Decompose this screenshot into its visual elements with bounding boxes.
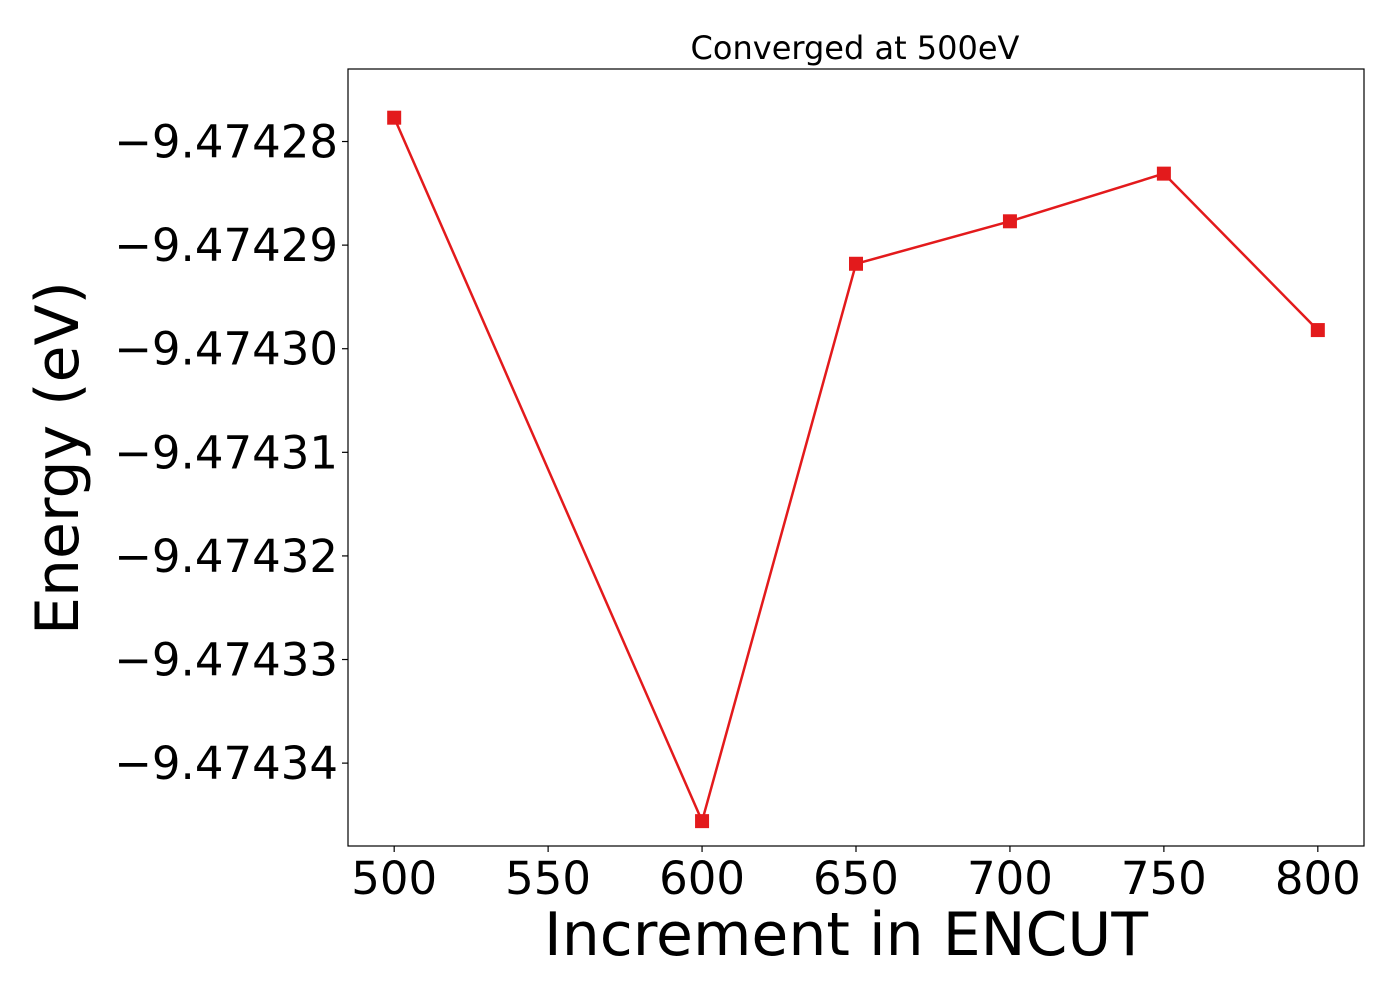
y-tick-label: −9.47428 xyxy=(114,116,338,169)
x-tick-label: 600 xyxy=(659,852,745,905)
y-tick-label: −9.47434 xyxy=(114,737,338,790)
x-tick-label: 500 xyxy=(351,852,437,905)
y-tick-label: −9.47431 xyxy=(114,426,338,479)
y-tick-label: −9.47430 xyxy=(114,323,338,376)
series-layer xyxy=(387,110,1325,829)
y-tick-label: −9.47429 xyxy=(114,219,338,272)
x-tick-label: 700 xyxy=(967,852,1053,905)
y-tick-label: −9.47433 xyxy=(114,634,338,687)
y-axis-label: Energy (eV) xyxy=(23,281,93,635)
x-axis: 500 550 600 650 700 750 800 xyxy=(351,846,1361,905)
plot-area-frame xyxy=(347,68,1365,847)
x-tick-label: 650 xyxy=(813,852,899,905)
data-point-marker xyxy=(1156,166,1171,181)
data-point-marker xyxy=(849,256,863,271)
data-point-marker xyxy=(1310,323,1325,338)
y-tick-label: −9.47432 xyxy=(114,530,338,583)
y-axis: −9.47428 −9.47429 −9.47430 −9.47431 −9.47432… xyxy=(114,116,348,790)
x-axis-label: Increment in ENCUT xyxy=(544,900,1148,970)
x-tick-label: 800 xyxy=(1275,852,1361,905)
x-tick-label: 550 xyxy=(505,852,591,905)
data-point-marker xyxy=(387,110,402,125)
data-point-marker xyxy=(695,814,710,829)
x-tick-label: 750 xyxy=(1121,852,1207,905)
data-point-marker xyxy=(1002,214,1017,229)
chart-title: Converged at 500eV xyxy=(691,29,1020,67)
series-line xyxy=(393,117,1319,823)
